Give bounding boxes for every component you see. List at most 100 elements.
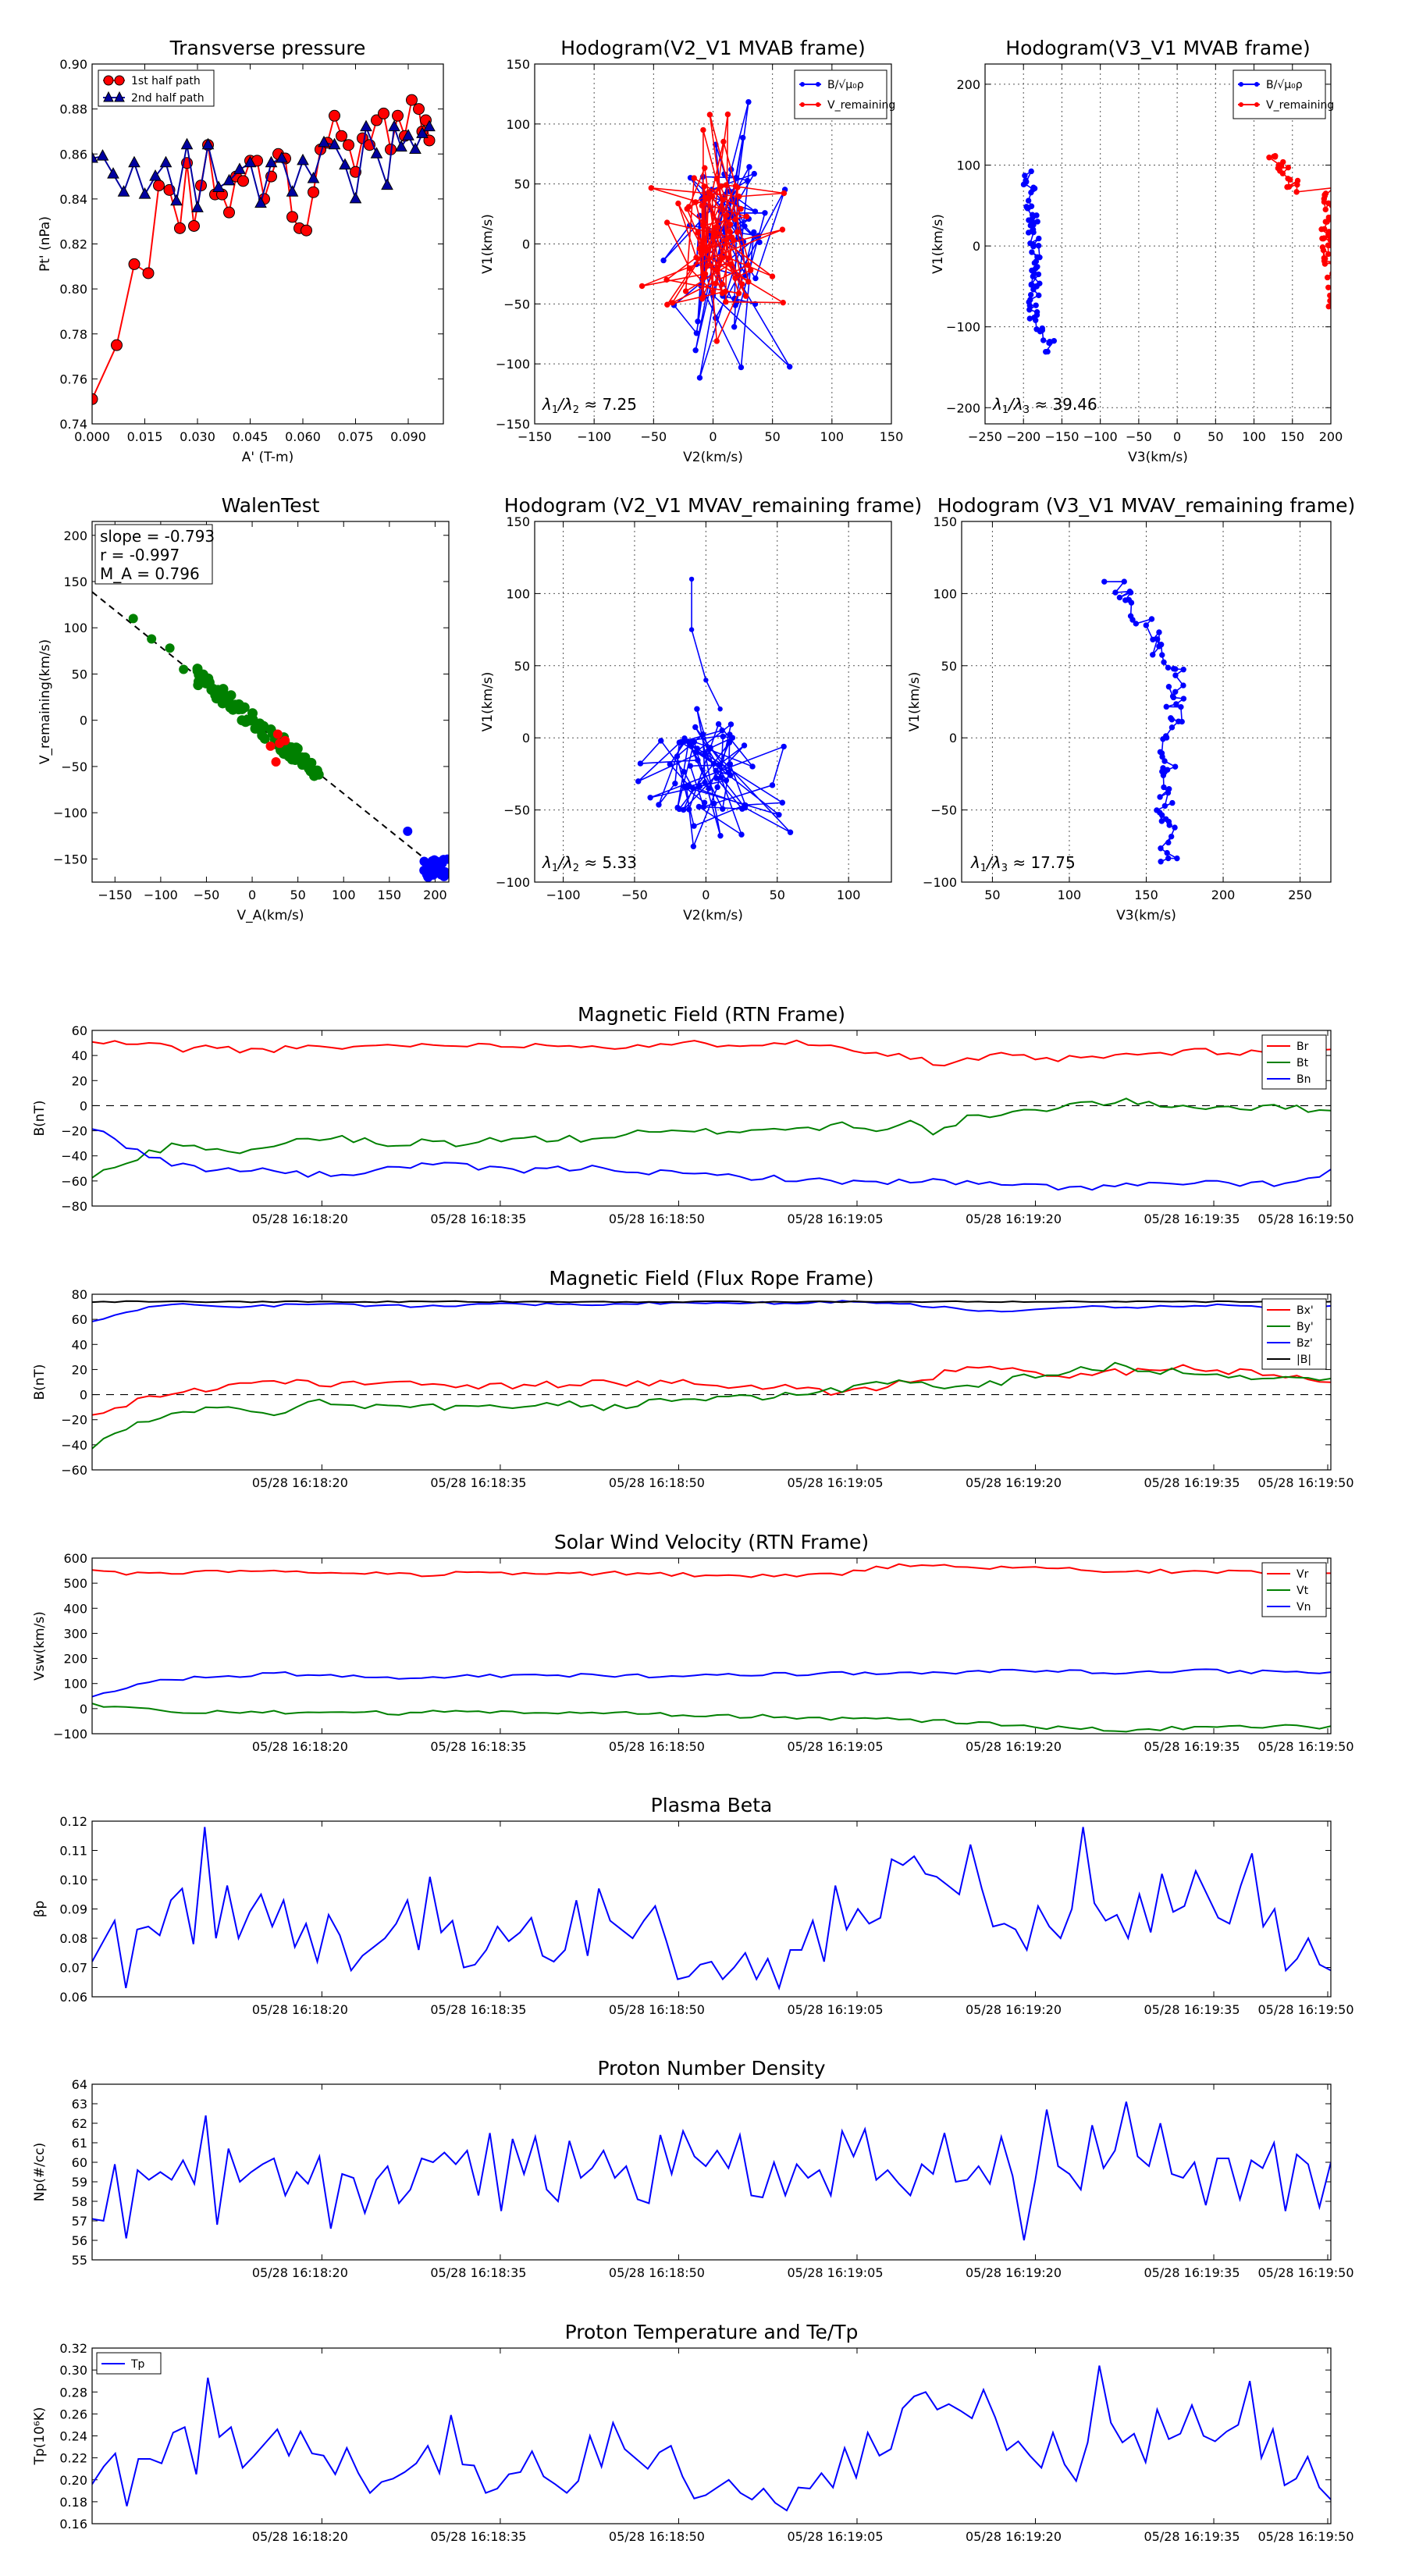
x-tick-label: 05/28 16:18:20 [252,1739,348,1754]
data-point [244,155,257,168]
y-tick-label: 0.76 [59,372,87,386]
data-point [701,273,707,280]
data-point [711,800,717,807]
data-point [1031,185,1038,192]
data-point [699,731,706,738]
y-axis-label: Pt' (nPa) [37,216,53,272]
data-point [1334,271,1339,276]
x-axis-label: V3(km/s) [1116,908,1176,923]
data-point [710,288,717,295]
y-axis-label: Np(#/cc) [32,2143,48,2201]
chart-tp: 0.000 0.015 0.030 0.045 0.060 0.075 0.090 0.74 0… [37,37,444,465]
data-point [1180,682,1186,688]
x-tick-label: 50 [764,429,780,444]
data-point [329,109,340,122]
data-point [731,237,737,244]
green-point [313,769,324,780]
x-axis-label: V2(km/s) [683,908,743,923]
plot-frame [961,521,1332,883]
data-point [360,119,372,132]
x-tick-label: −100 [1083,429,1118,444]
x-tick-label: 100 [820,429,845,444]
plot-clip [92,1300,1331,1450]
chart-title: Hodogram (V3_V1 MVAV_remaining frame) [937,494,1356,517]
legend-marker [1239,102,1243,107]
data-point [142,267,155,279]
data-point [1166,786,1172,792]
data-point [675,200,681,207]
y-tick-label: 200 [63,1652,87,1667]
data-point [706,189,712,195]
y-tick-label: 0.10 [59,1873,87,1888]
data-point [180,137,194,150]
x-tick-label: 150 [1281,429,1305,444]
legend-label: 2nd half path [131,92,205,105]
y-tick-label: 0.18 [59,2495,87,2510]
x-tick-label: 05/28 16:18:50 [609,1475,705,1490]
data-point [413,103,425,116]
y-tick-label: −100 [53,806,87,820]
y-tick-label: −50 [503,297,530,311]
data-point [1160,736,1166,742]
data-point [1285,164,1292,171]
plot-frame [91,521,450,883]
data-point [1160,772,1167,778]
data-point [1035,243,1042,249]
data-point [714,784,720,791]
data-point [107,167,119,179]
data-point [1164,849,1170,856]
legend-label: |B| [1297,1354,1311,1366]
data-point [713,338,720,344]
data-point [710,229,717,235]
y-tick-label: 0.86 [59,147,87,162]
y-tick-label: 50 [514,659,530,674]
data-point [423,119,436,132]
y-tick-label: −100 [53,1727,87,1742]
y-tick-label: 50 [72,667,87,681]
data-point [756,239,763,246]
data-point [1165,839,1172,846]
x-axis-label: V2(km/s) [683,450,743,465]
red-point [272,729,283,739]
y-tick-label: 0.11 [59,1844,87,1859]
data-point [1320,235,1326,242]
data-point [724,111,731,118]
data-point [1327,297,1331,304]
data-point [723,299,729,305]
data-point [685,204,692,210]
green-point [210,689,221,700]
x-tick-label: −50 [194,888,220,902]
data-point [741,742,748,749]
chart-h2: −250 −200 −150 −100 −50 0 50 100 150 200 −200 −100 0… [930,37,1343,465]
data-point [638,283,646,290]
green-point [247,714,258,725]
plot-frame [91,2083,1332,2261]
legend-label: Vt [1297,1585,1309,1597]
y-tick-label: −20 [61,1413,87,1428]
data-point [301,224,312,237]
series-line [92,1668,1331,1698]
data-point [201,137,215,150]
y-tick-label: 0.90 [59,57,87,72]
data-point [781,743,787,750]
data-point [648,185,654,191]
data-point [223,206,235,219]
y-tick-label: 100 [63,1677,87,1692]
x-tick-label: 100 [1242,429,1266,444]
data-point [1320,247,1327,254]
data-point [732,183,739,189]
series-line [92,1300,1331,1322]
x-tick-label: −250 [968,429,1002,444]
data-point [378,107,389,119]
y-tick-label: 57 [72,2214,87,2229]
chart-ts4: 05/28 16:18:20 05/28 16:18:35 05/28 16:18:… [32,1794,1354,2017]
x-tick-label: 05/28 16:19:05 [787,1475,883,1490]
y-tick-label: 0 [80,713,87,728]
y-tick-label: 0.78 [59,327,87,342]
x-tick-label: 05/28 16:19:05 [787,2002,883,2017]
x-tick-label: −200 [1006,429,1040,444]
x-tick-label: 05/28 16:19:35 [1144,2529,1240,2544]
data-point [678,739,685,746]
legend-label: V_remaining [827,99,895,112]
data-point [1322,206,1329,213]
